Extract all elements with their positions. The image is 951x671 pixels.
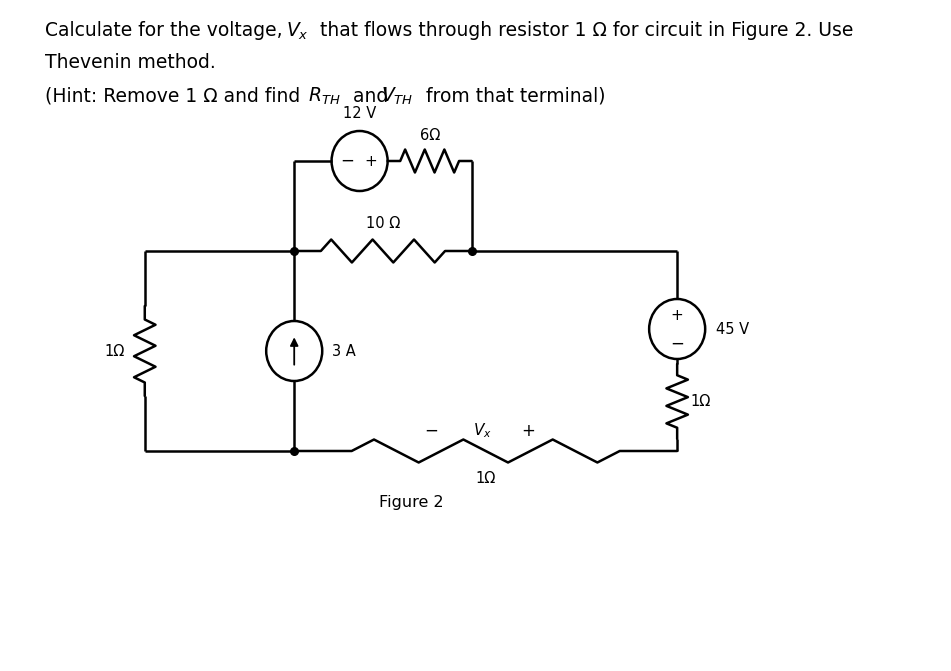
Text: from that terminal): from that terminal) (420, 87, 606, 105)
Text: and: and (347, 87, 395, 105)
Text: $V_x$: $V_x$ (286, 20, 309, 42)
Text: Calculate for the voltage,: Calculate for the voltage, (45, 21, 288, 40)
Text: 12 V: 12 V (343, 106, 377, 121)
Text: 6Ω: 6Ω (419, 128, 439, 143)
Text: 1Ω: 1Ω (690, 394, 710, 409)
Text: 1Ω: 1Ω (476, 471, 495, 486)
Text: $R_{TH}$: $R_{TH}$ (308, 85, 340, 107)
Text: Figure 2: Figure 2 (378, 495, 443, 511)
Text: +: + (521, 422, 534, 440)
Text: (Hint: Remove 1 Ω and find: (Hint: Remove 1 Ω and find (45, 87, 306, 105)
Text: 45 V: 45 V (716, 321, 749, 336)
Text: 1Ω: 1Ω (104, 344, 125, 358)
Text: −: − (670, 335, 684, 353)
Text: +: + (364, 154, 378, 168)
Text: Thevenin method.: Thevenin method. (45, 52, 216, 72)
Text: +: + (670, 307, 684, 323)
Text: $V_x$: $V_x$ (473, 421, 492, 440)
Text: 10 Ω: 10 Ω (366, 216, 400, 231)
Text: $V_{TH}$: $V_{TH}$ (381, 85, 414, 107)
Text: −: − (340, 152, 355, 170)
Text: −: − (424, 422, 438, 440)
Text: that flows through resistor 1 Ω for circuit in Figure 2. Use: that flows through resistor 1 Ω for circ… (314, 21, 853, 40)
Text: 3 A: 3 A (332, 344, 356, 358)
